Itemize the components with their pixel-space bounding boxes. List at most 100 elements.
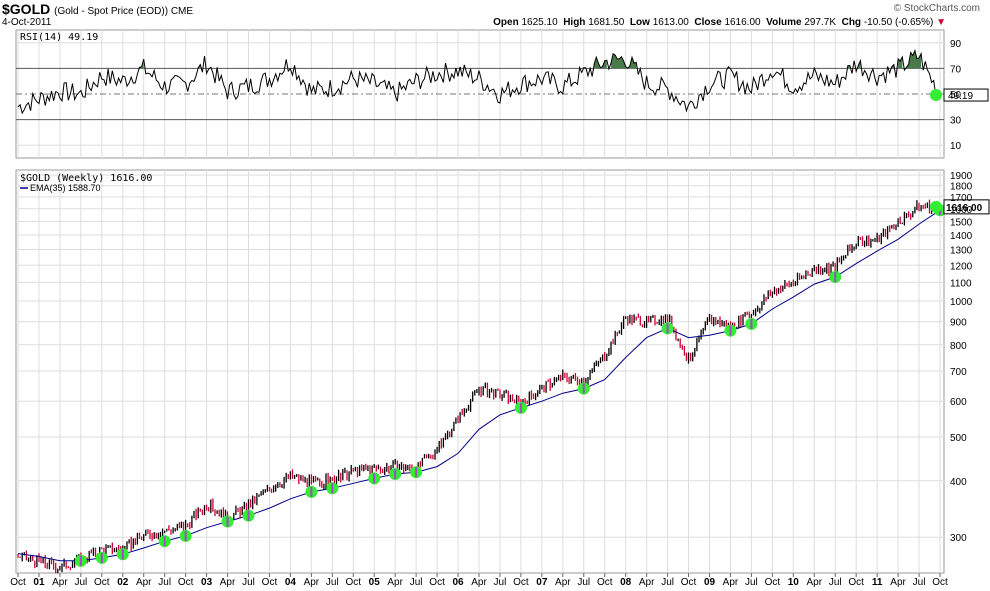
x-tick-label: Apr xyxy=(806,577,822,588)
price-y-tick-label: 1900 xyxy=(950,171,973,182)
chart-title: $GOLD (Gold - Spot Price (EOD)) CME xyxy=(2,1,193,17)
rsi-overbought-fill xyxy=(906,50,922,69)
x-tick-label: 06 xyxy=(452,577,464,588)
x-tick-label: 03 xyxy=(201,577,213,588)
price-y-tick-label: 500 xyxy=(950,433,967,444)
price-y-tick-label: 1800 xyxy=(950,182,973,193)
x-tick-label: 08 xyxy=(620,577,632,588)
x-tick-label: Oct xyxy=(94,577,110,588)
volume-label: Volume xyxy=(766,17,802,28)
x-tick-label: 02 xyxy=(117,577,129,588)
price-panel-frame xyxy=(15,169,945,574)
brand-watermark: © StockCharts.com xyxy=(893,3,980,14)
grid-lines xyxy=(16,30,944,573)
chart-date: 4-Oct-2011 xyxy=(2,17,52,28)
price-value-tag-box xyxy=(943,199,990,215)
x-tick-label: Oct xyxy=(10,577,26,588)
ohlc-readout: Open 1625.10 High 1681.50 Low 1613.00 Cl… xyxy=(493,17,946,28)
x-tick-label: Jul xyxy=(577,577,590,588)
rsi-plot: 49.19 xyxy=(17,49,989,115)
price-y-tick-label: 1100 xyxy=(950,278,972,289)
x-tick-label: Jul xyxy=(494,577,507,588)
x-tick-label: Apr xyxy=(304,577,320,588)
high-label: High xyxy=(563,17,586,28)
axes: Oct 01 Apr Jul Oct 02 Apr Jul Oct 03 Apr Jul Oct 04 Ap… xyxy=(10,39,972,588)
rsi-overbought-fill xyxy=(139,59,144,69)
price-y-tick-label: 1400 xyxy=(950,231,973,242)
x-tick-label: Oct xyxy=(597,577,613,588)
price-y-tick-label: 1000 xyxy=(950,297,973,308)
rsi-value-tag-box xyxy=(943,88,989,102)
x-tick-label: Jul xyxy=(913,577,926,588)
x-tick-label: Jul xyxy=(661,577,674,588)
x-tick-label: Jul xyxy=(745,577,758,588)
x-tick-label: Jul xyxy=(326,577,339,588)
x-tick-label: 09 xyxy=(704,577,716,588)
close-value: 1616.00 xyxy=(724,17,761,28)
x-tick-label: Oct xyxy=(429,577,445,588)
chg-label: Chg xyxy=(841,17,862,28)
price-value-tag: 1616.00 xyxy=(946,203,983,214)
price-y-tick-label: 400 xyxy=(950,477,967,488)
price-y-tick-label: 1300 xyxy=(950,246,973,257)
x-tick-label: Apr xyxy=(890,577,906,588)
x-tick-label: Apr xyxy=(555,577,571,588)
price-y-tick-label: 900 xyxy=(950,318,967,329)
symbol: $GOLD xyxy=(2,1,51,17)
rsi-last-value-dot xyxy=(930,89,942,102)
x-tick-label: Jul xyxy=(410,577,423,588)
x-tick-label: Oct xyxy=(765,577,781,588)
chg-value: -10.50 (-0.65%) xyxy=(863,17,934,28)
rsi-y-tick-label: 70 xyxy=(950,64,962,75)
price-y-tick-label: 300 xyxy=(950,533,967,544)
x-tick-label: Apr xyxy=(220,577,236,588)
price-y-tick-label: 1200 xyxy=(950,261,973,272)
x-tick-label: Oct xyxy=(262,577,278,588)
x-tick-label: Apr xyxy=(387,577,403,588)
x-tick-label: 04 xyxy=(285,577,297,588)
price-y-tick-label: 1500 xyxy=(950,217,973,228)
price-plot: 1616.00 xyxy=(17,199,990,574)
x-tick-label: Apr xyxy=(136,577,152,588)
price-label: $GOLD (Weekly) 1616.00 xyxy=(20,173,152,184)
x-tick-label: Jul xyxy=(74,577,87,588)
x-tick-label: 05 xyxy=(369,577,381,588)
high-value: 1681.50 xyxy=(588,17,625,28)
rsi-y-tick-label: 30 xyxy=(950,116,962,127)
open-value: 1625.10 xyxy=(521,17,558,28)
x-tick-label: Jul xyxy=(158,577,171,588)
symbol-description: (Gold - Spot Price (EOD)) CME xyxy=(54,6,194,17)
price-y-tick-label: 1600 xyxy=(950,205,973,216)
x-tick-label: Apr xyxy=(52,577,68,588)
down-arrow-icon: ▼ xyxy=(936,17,946,28)
x-tick-label: Oct xyxy=(848,577,864,588)
price-last-value-dot xyxy=(930,200,942,213)
x-tick-label: 01 xyxy=(33,577,45,588)
x-tick-label: 10 xyxy=(788,577,800,588)
price-y-tick-label: 700 xyxy=(950,367,967,378)
x-tick-label: Apr xyxy=(639,577,655,588)
x-tick-label: Oct xyxy=(178,577,194,588)
rsi-y-tick-label: 50 xyxy=(950,90,962,101)
rsi-value-tag: 49.19 xyxy=(948,91,973,102)
x-tick-label: 11 xyxy=(872,577,883,588)
rsi-label: RSI(14) 49.19 xyxy=(20,32,98,43)
rsi-overbought-fill xyxy=(847,65,850,69)
rsi-y-tick-label: 10 xyxy=(950,141,962,152)
x-tick-label: Oct xyxy=(681,577,697,588)
price-y-tick-label: 1700 xyxy=(950,193,973,204)
rsi-y-tick-label: 90 xyxy=(950,39,962,50)
x-tick-label: Oct xyxy=(345,577,361,588)
close-label: Close xyxy=(694,17,722,28)
volume-value: 297.7K xyxy=(804,17,837,28)
ema-label: EMA(35) 1588.70 xyxy=(30,183,101,193)
ema-line xyxy=(17,209,941,562)
x-tick-label: 07 xyxy=(536,577,548,588)
x-tick-label: Oct xyxy=(513,577,529,588)
price-y-tick-label: 800 xyxy=(950,341,967,352)
low-value: 1613.00 xyxy=(652,17,689,28)
open-label: Open xyxy=(493,17,519,28)
x-tick-label: Oct xyxy=(932,577,948,588)
rsi-line xyxy=(17,49,941,115)
